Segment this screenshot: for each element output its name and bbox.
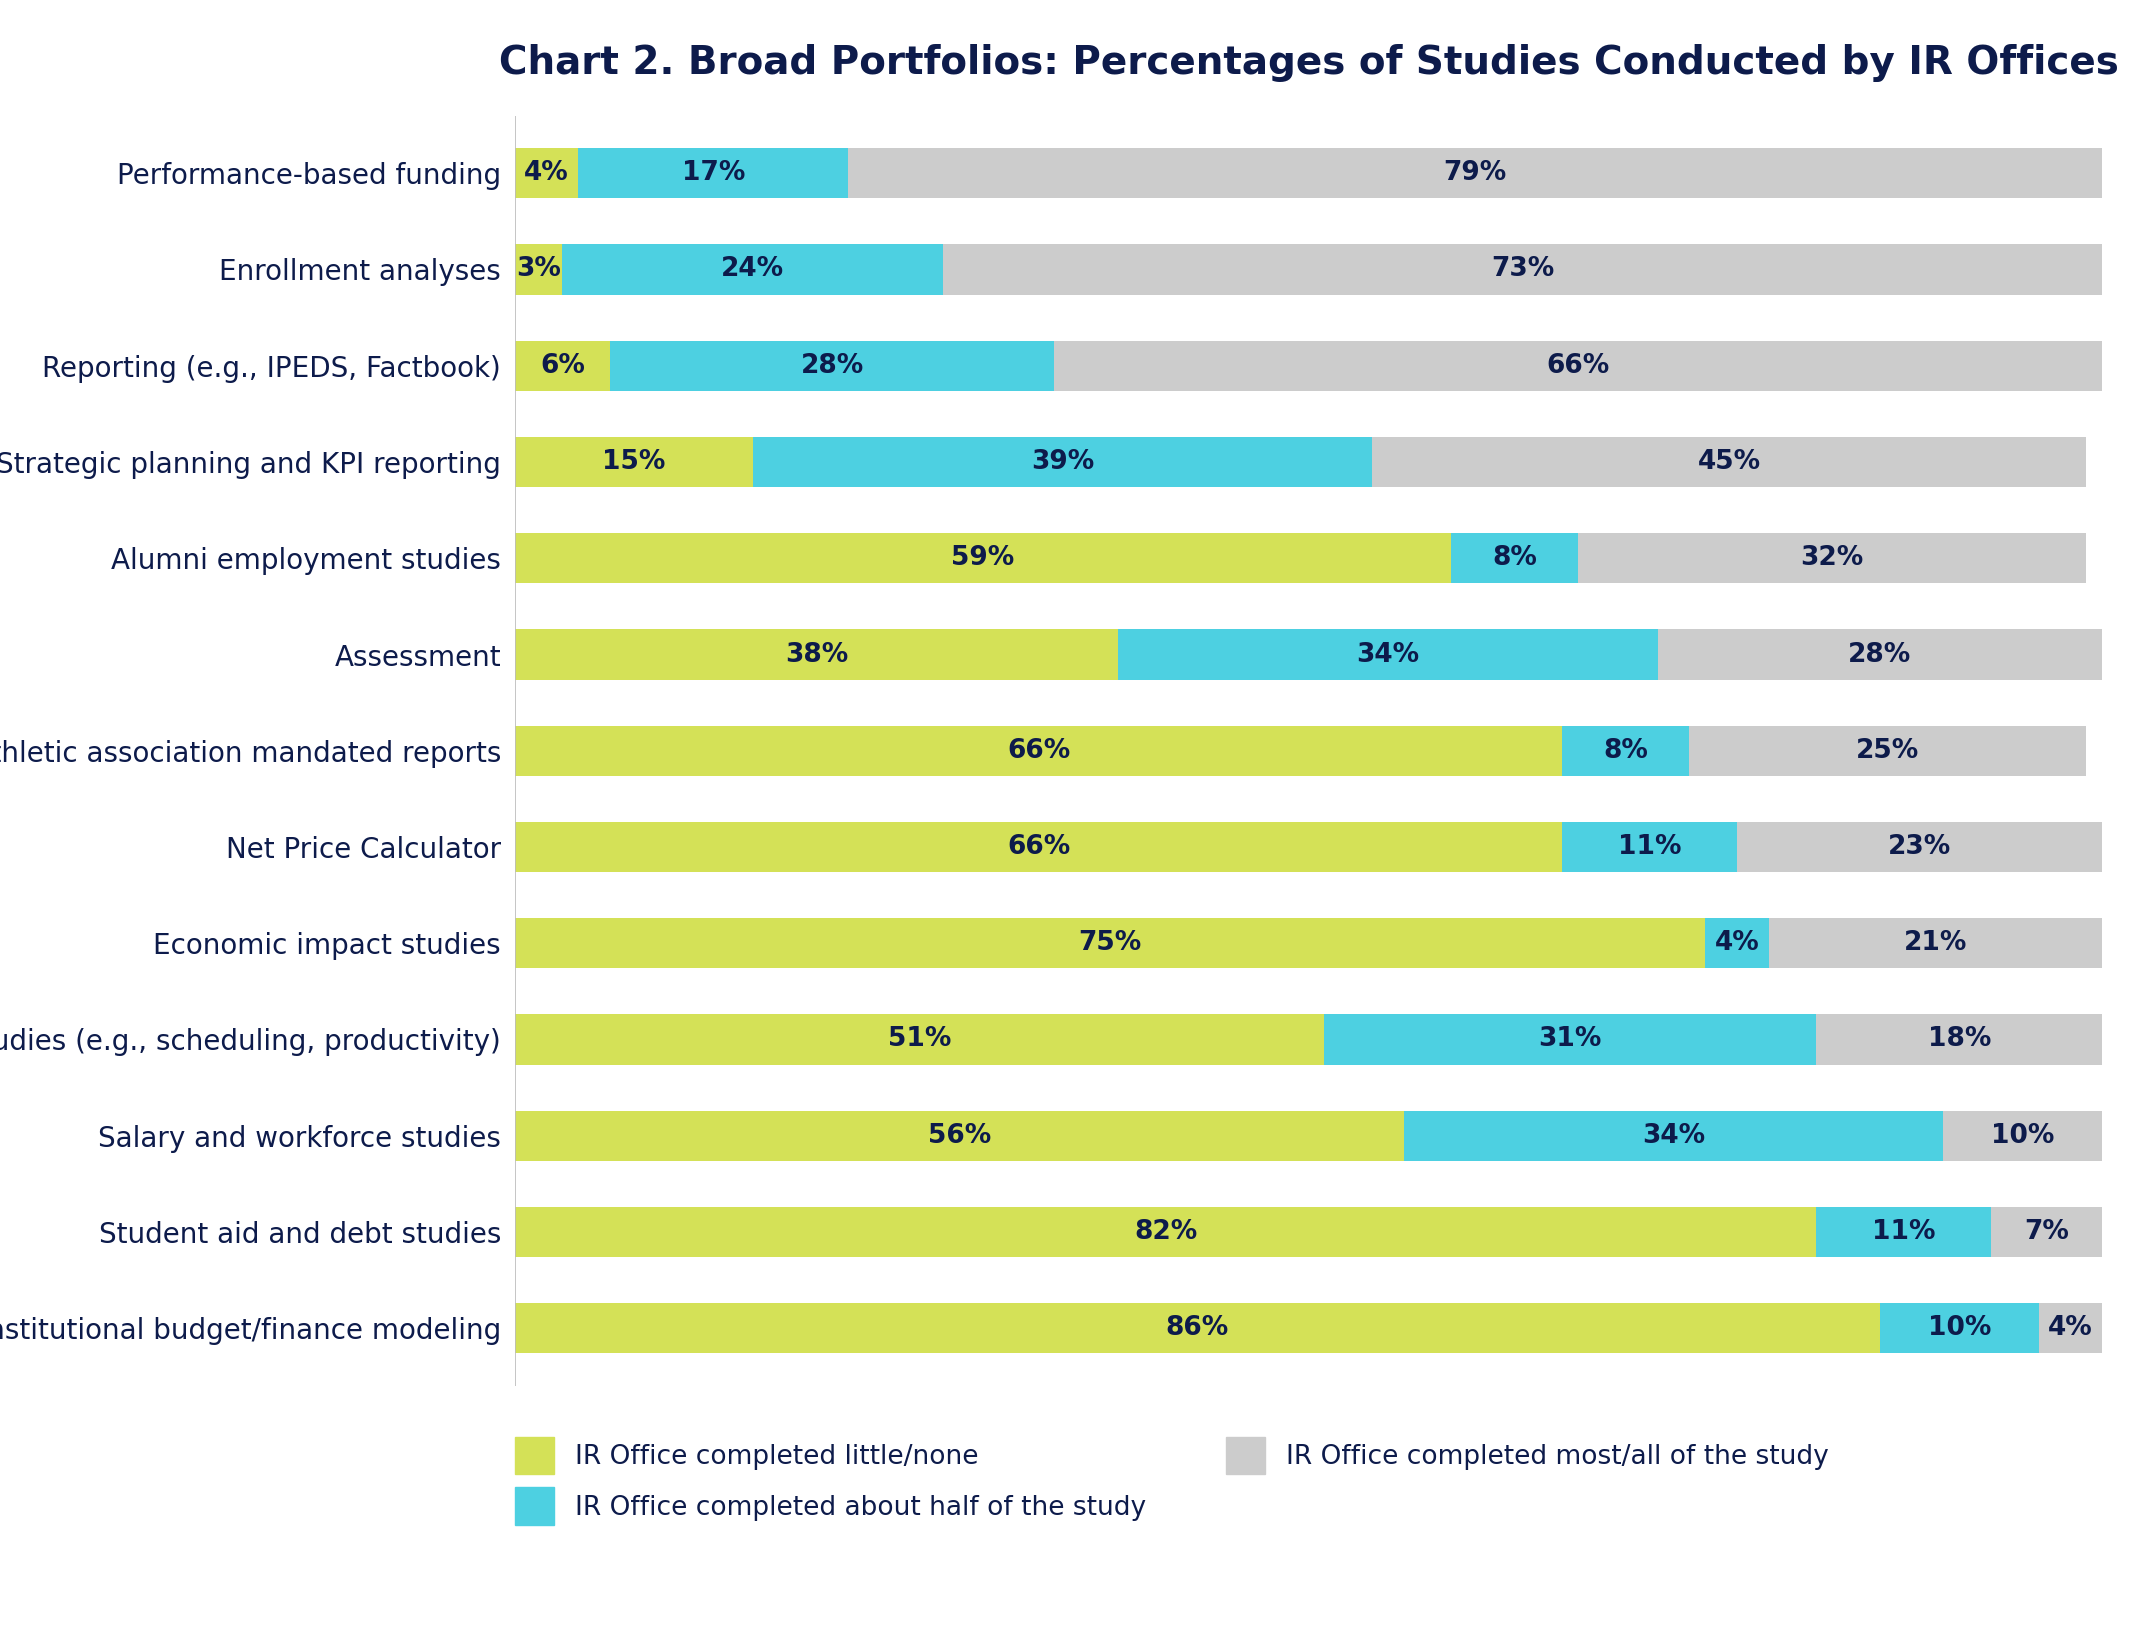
Bar [1879, 1304, 2038, 1353]
Bar [1055, 340, 2102, 391]
Text: 34%: 34% [1641, 1122, 1705, 1148]
Bar [753, 437, 1373, 487]
Bar [1690, 726, 2087, 776]
Text: 8%: 8% [1604, 738, 1647, 764]
Text: 10%: 10% [1991, 1122, 2055, 1148]
Bar [1737, 822, 2102, 871]
Bar [847, 148, 2102, 198]
Bar [1452, 533, 1579, 582]
Bar [515, 437, 753, 487]
Text: 66%: 66% [1006, 833, 1070, 860]
Text: 38%: 38% [785, 642, 847, 668]
Bar [515, 148, 579, 198]
Bar [1770, 917, 2102, 969]
Bar [562, 244, 944, 295]
Bar [1562, 726, 1690, 776]
Bar [1658, 629, 2102, 680]
Text: 28%: 28% [800, 353, 864, 380]
Text: 8%: 8% [1493, 544, 1538, 571]
Text: 31%: 31% [1538, 1026, 1602, 1053]
Bar [515, 822, 1562, 871]
Bar [1562, 822, 1737, 871]
Bar [1323, 1015, 1817, 1064]
Legend: IR Office completed little/none, IR Office completed about half of the study, IR: IR Office completed little/none, IR Offi… [515, 1437, 1830, 1525]
Bar [515, 340, 609, 391]
Bar [1579, 533, 2087, 582]
Text: 17%: 17% [682, 160, 744, 186]
Text: 18%: 18% [1928, 1026, 1991, 1053]
Bar [1943, 1110, 2102, 1162]
Bar [1817, 1015, 2102, 1064]
Bar [1705, 917, 1770, 969]
Bar [1817, 1208, 1991, 1257]
Bar [579, 148, 847, 198]
Bar [1991, 1208, 2102, 1257]
Text: 3%: 3% [517, 256, 562, 282]
Bar [515, 1208, 1817, 1257]
Bar [515, 1015, 1323, 1064]
Text: 21%: 21% [1905, 931, 1967, 957]
Text: 75%: 75% [1079, 931, 1141, 957]
Text: 11%: 11% [1873, 1219, 1935, 1246]
Bar [515, 1110, 1403, 1162]
Text: 79%: 79% [1444, 160, 1506, 186]
Text: 25%: 25% [1855, 738, 1920, 764]
Text: 34%: 34% [1356, 642, 1420, 668]
Text: 39%: 39% [1032, 449, 1094, 475]
Text: 86%: 86% [1165, 1315, 1229, 1341]
Text: 10%: 10% [1928, 1315, 1991, 1341]
Text: 32%: 32% [1800, 544, 1864, 571]
Text: 4%: 4% [523, 160, 568, 186]
Text: 11%: 11% [1617, 833, 1682, 860]
Text: 45%: 45% [1697, 449, 1761, 475]
Text: 59%: 59% [952, 544, 1015, 571]
Bar [515, 244, 562, 295]
Text: 28%: 28% [1849, 642, 1911, 668]
Text: 66%: 66% [1547, 353, 1611, 380]
Text: 82%: 82% [1135, 1219, 1197, 1246]
Text: 15%: 15% [603, 449, 665, 475]
Text: 7%: 7% [2025, 1219, 2070, 1246]
Text: 4%: 4% [1714, 931, 1759, 957]
Bar [609, 340, 1055, 391]
Bar [515, 726, 1562, 776]
Bar [515, 533, 1452, 582]
Bar [1403, 1110, 1943, 1162]
Text: 66%: 66% [1006, 738, 1070, 764]
Bar [515, 917, 1705, 969]
Bar [515, 1304, 1879, 1353]
Text: 23%: 23% [1888, 833, 1952, 860]
Bar [515, 629, 1118, 680]
Bar [2038, 1304, 2102, 1353]
Bar [1373, 437, 2087, 487]
Text: 73%: 73% [1491, 256, 1555, 282]
Text: 6%: 6% [541, 353, 586, 380]
Title: Chart 2. Broad Portfolios: Percentages of Studies Conducted by IR Offices: Chart 2. Broad Portfolios: Percentages o… [498, 45, 2119, 82]
Text: 56%: 56% [927, 1122, 991, 1148]
Bar [944, 244, 2102, 295]
Text: 4%: 4% [2048, 1315, 2094, 1341]
Bar [1118, 629, 1658, 680]
Text: 24%: 24% [721, 256, 785, 282]
Text: 51%: 51% [888, 1026, 950, 1053]
